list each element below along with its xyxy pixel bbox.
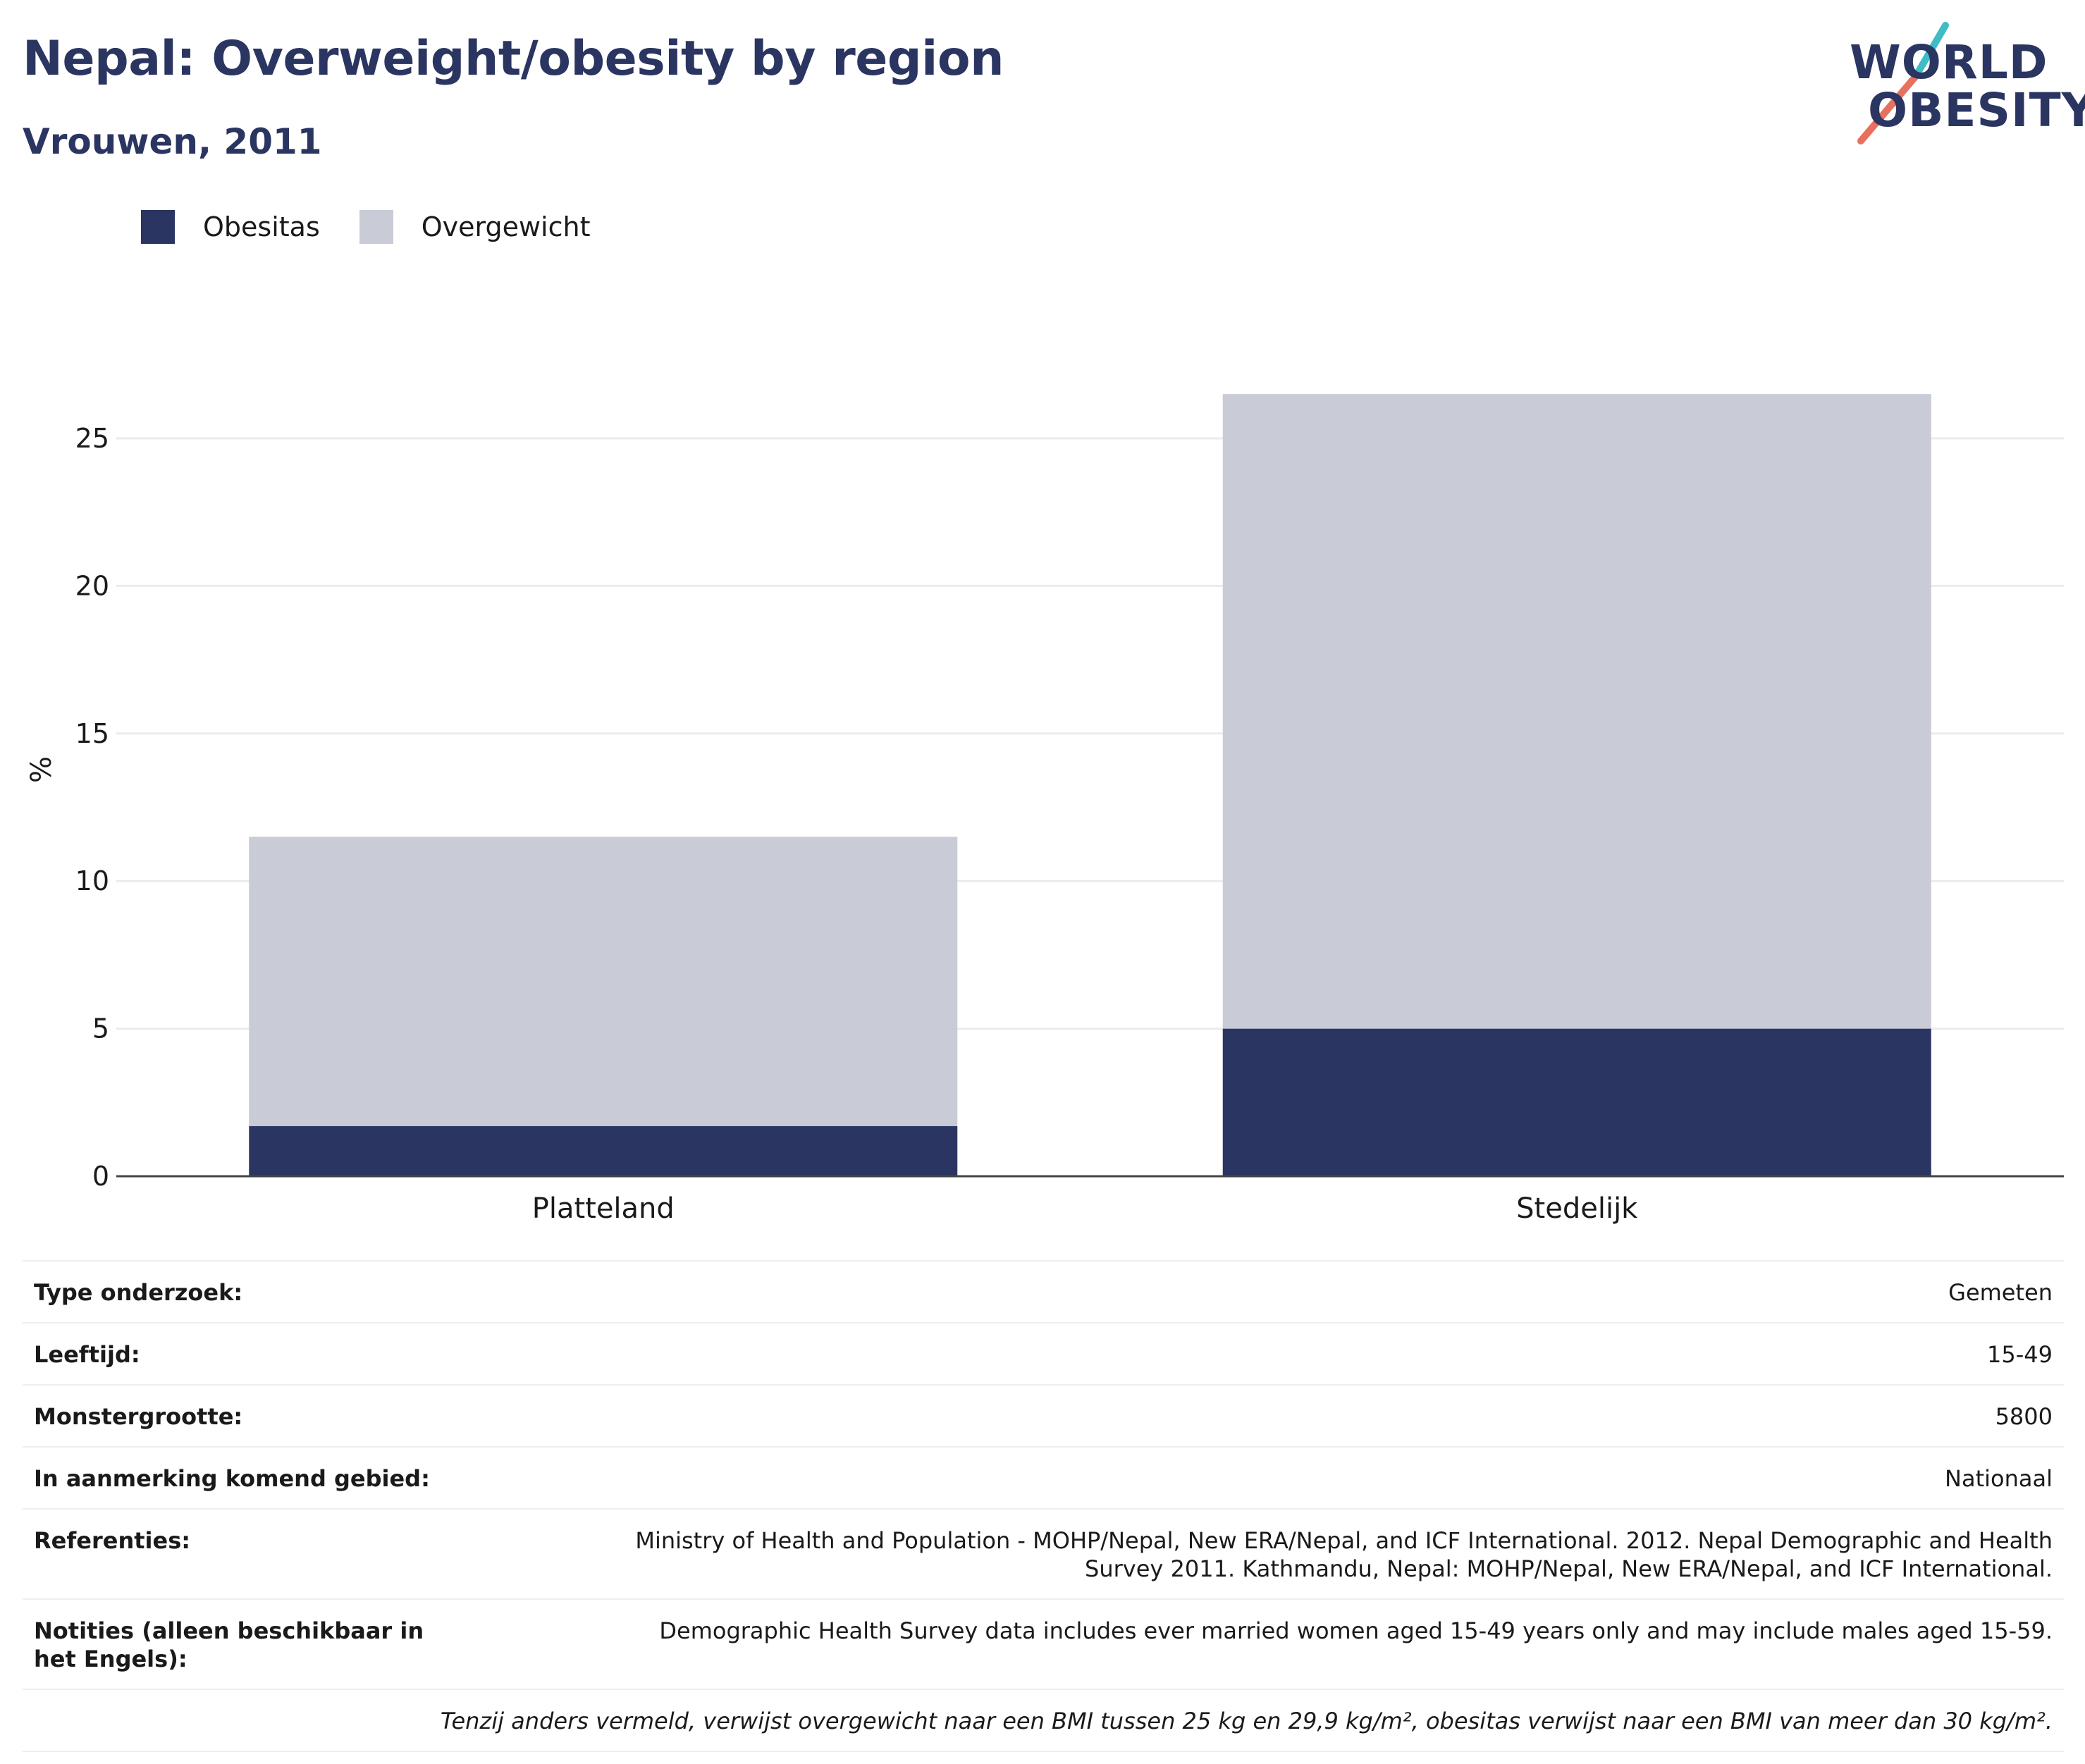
- x-category-label: Stedelijk: [1516, 1192, 1638, 1225]
- footnote: Tenzij anders vermeld, verwijst overgewi…: [440, 1708, 2053, 1734]
- logo-slash-icon: [1857, 22, 1949, 144]
- bar-overgewicht-stedelijk: [1222, 394, 1931, 1029]
- y-tick-label: 25: [75, 423, 109, 454]
- info-label: Notities (alleen beschikbaar in het Enge…: [34, 1617, 424, 1672]
- logo-line-2: OBESITY: [1868, 83, 2085, 137]
- chart-subtitle: Vrouwen, 2011: [23, 121, 322, 162]
- y-tick-label: 20: [75, 570, 109, 601]
- y-tick-label: 15: [75, 718, 109, 749]
- legend-swatch-obesitas: [141, 210, 175, 244]
- chart-legend: Obesitas Overgewicht: [141, 210, 630, 244]
- legend-label-overgewicht: Overgewicht: [421, 211, 591, 242]
- info-label: Leeftijd:: [34, 1341, 140, 1368]
- info-row-area: In aanmerking komend gebied: Nationaal: [23, 1448, 2064, 1510]
- info-value: Ministry of Health and Population - MOHP…: [635, 1527, 2053, 1582]
- info-row-sample-size: Monstergrootte: 5800: [23, 1386, 2064, 1448]
- y-tick-label: 10: [75, 865, 109, 896]
- bar-group: [249, 394, 1931, 1176]
- info-row-notes: Notities (alleen beschikbaar in het Enge…: [23, 1600, 2064, 1690]
- info-label: Type onderzoek:: [34, 1279, 243, 1306]
- info-row-footnote: Tenzij anders vermeld, verwijst overgewi…: [23, 1690, 2064, 1752]
- chart-title: Nepal: Overweight/obesity by region: [23, 31, 1004, 87]
- bar-obesitas-stedelijk: [1222, 1028, 1931, 1176]
- info-row-age: Leeftijd: 15-49: [23, 1324, 2064, 1386]
- info-label: In aanmerking komend gebied:: [34, 1465, 430, 1492]
- world-obesity-logo: WORLD OBESITY: [1840, 20, 2085, 147]
- y-axis-title: %: [25, 756, 58, 783]
- info-label: Referenties:: [34, 1527, 191, 1554]
- legend-item-overgewicht: Overgewicht: [359, 210, 591, 244]
- info-label: Monstergrootte:: [34, 1403, 243, 1430]
- y-tick-label: 5: [92, 1013, 109, 1044]
- info-value: Gemeten: [1948, 1279, 2053, 1306]
- info-value: Demographic Health Survey data includes …: [659, 1617, 2053, 1644]
- legend-swatch-overgewicht: [359, 210, 393, 244]
- legend-item-obesitas: Obesitas: [141, 210, 320, 244]
- x-category-label: Platteland: [532, 1192, 675, 1225]
- stacked-bar-chart: 0 5 10 15 20 25 Platteland Stedelijk %: [25, 394, 2064, 1225]
- info-value: Nationaal: [1945, 1465, 2053, 1492]
- info-value: 15-49: [1987, 1341, 2053, 1368]
- legend-label-obesitas: Obesitas: [203, 211, 320, 242]
- info-value: 5800: [1995, 1403, 2053, 1430]
- info-row-survey-type: Type onderzoek: Gemeten: [23, 1262, 2064, 1324]
- bar-overgewicht-platteland: [249, 837, 958, 1126]
- y-tick-label: 0: [92, 1161, 109, 1192]
- axes: 0 5 10 15 20 25 Platteland Stedelijk: [75, 423, 2064, 1225]
- survey-info-table: Type onderzoek: Gemeten Leeftijd: 15-49 …: [23, 1260, 2064, 1752]
- info-row-references: Referenties: Ministry of Health and Popu…: [23, 1510, 2064, 1600]
- logo-line-1: WORLD: [1850, 35, 2048, 90]
- bar-obesitas-platteland: [249, 1125, 958, 1176]
